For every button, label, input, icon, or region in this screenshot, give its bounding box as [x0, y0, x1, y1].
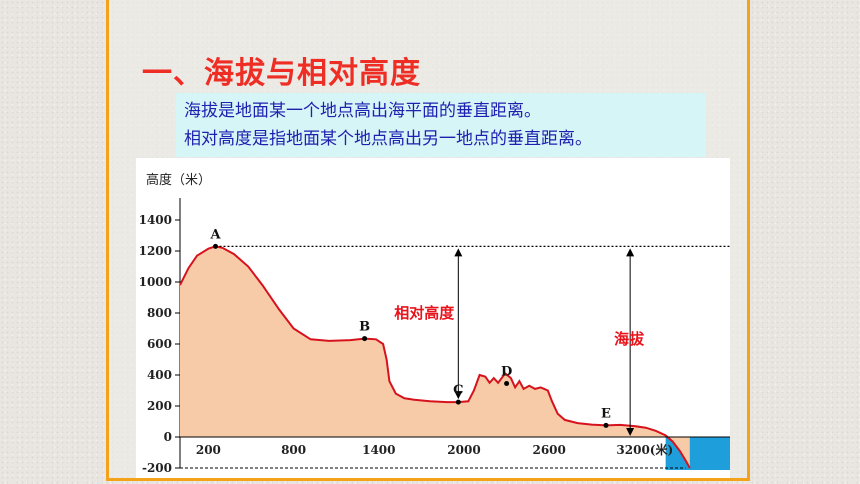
- altitude-label: 海拔: [614, 330, 645, 348]
- x-axis-unit-label: 3200(米): [616, 442, 673, 457]
- point-b-label: B: [359, 320, 370, 335]
- y-tick-label: -200: [142, 461, 172, 475]
- point-d-marker: [504, 381, 510, 387]
- y-tick-label: 0: [164, 430, 172, 444]
- relative-height-label: 相对高度: [394, 304, 455, 322]
- point-a-label: A: [209, 227, 221, 242]
- page-title: 一、海拔与相对高度: [142, 56, 421, 91]
- altitude-arrow-head-bottom: [626, 428, 635, 436]
- relative-height-definition: 相对高度是指地面某个地点高出另一地点的垂直距离。: [184, 129, 592, 149]
- land-area: [180, 246, 690, 468]
- relative-height-arrow-head-bottom: [454, 391, 463, 400]
- y-tick-label: 800: [147, 306, 172, 320]
- y-tick-label: 600: [147, 337, 172, 351]
- x-tick-label: 800: [281, 443, 306, 457]
- x-tick-label: 2000: [447, 443, 480, 457]
- y-axis-title: 高度（米）: [146, 172, 211, 188]
- elevation-profile-chart: 高度（米） 1400 1200 1000 800 600 400 200 0 -200 200 800…: [136, 158, 730, 478]
- point-a-marker: [213, 243, 218, 249]
- y-tick-label: 1200: [139, 244, 172, 258]
- relative-height-arrow-head-top: [454, 248, 463, 257]
- point-e-marker: [603, 422, 609, 428]
- altitude-arrow-head-top: [626, 248, 635, 257]
- point-c-marker: [455, 399, 461, 405]
- point-e-label: E: [601, 406, 611, 421]
- point-d-label: D: [501, 365, 512, 380]
- x-tick-label: 2600: [532, 443, 565, 457]
- x-tick-label: 200: [196, 443, 221, 457]
- point-b-marker: [362, 336, 368, 342]
- y-tick-label: 400: [147, 368, 172, 382]
- x-tick-label: 1400: [362, 443, 395, 457]
- y-tick-label: 200: [147, 399, 172, 413]
- definition-box: 海拔是地面某一个地点高出海平面的垂直距离。 相对高度是指地面某个地点高出另一地点…: [176, 93, 706, 157]
- point-c-label: C: [453, 383, 463, 398]
- altitude-definition: 海拔是地面某一个地点高出海平面的垂直距离。: [184, 101, 541, 121]
- y-tick-label: 1000: [139, 275, 172, 289]
- y-tick-label: 1400: [139, 213, 172, 227]
